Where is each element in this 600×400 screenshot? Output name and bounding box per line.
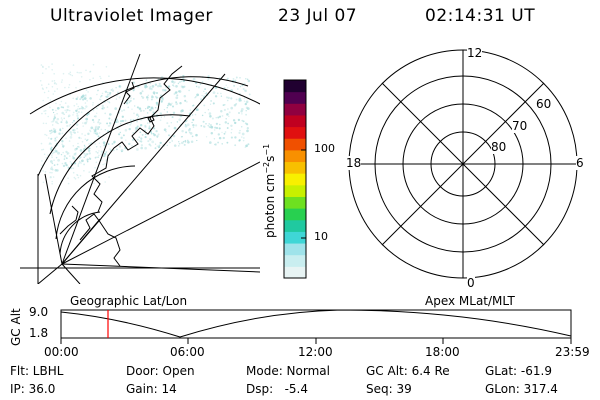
colorbar-unit: photon cm−2s−1	[262, 144, 277, 238]
colorbar-segment	[284, 173, 306, 186]
latitude-arc	[37, 76, 249, 177]
colorbar-segment	[284, 114, 306, 128]
longitude-line	[44, 173, 63, 265]
info-mode: Mode: Normal	[246, 364, 330, 378]
polar-plot	[348, 49, 578, 279]
colorbar-tick-low: 10	[314, 230, 328, 243]
timeline-x-tick: 18:00	[425, 345, 460, 359]
colorbar-segment	[284, 196, 306, 209]
coastline	[91, 65, 183, 213]
timeline-right-caption: Apex MLat/MLT	[425, 294, 515, 308]
timeline-axis-label: GC Alt	[9, 308, 23, 346]
longitude-line	[61, 53, 141, 265]
colorbar-segment	[284, 149, 306, 163]
info-seq: Seq: 39	[366, 382, 412, 396]
coastline	[79, 213, 121, 267]
aurora-emission	[39, 63, 251, 185]
polar-axis	[381, 82, 545, 246]
altitude-curve	[60, 309, 572, 338]
colorbar-tick-high: 100	[314, 142, 335, 155]
timeline-frame	[60, 309, 572, 339]
colorbar-segment	[284, 80, 306, 93]
timeline-left-caption: Geographic Lat/Lon	[70, 294, 188, 308]
geographic-map	[20, 53, 260, 284]
colorbar-segment	[284, 243, 306, 256]
colorbar-segment	[284, 254, 306, 267]
ring-label-60: 60	[536, 97, 552, 111]
time-label: 02:14:31 UT	[425, 6, 536, 26]
latitude-arc	[55, 165, 136, 240]
info-dsp: Dsp: -5.4	[246, 382, 309, 396]
latitude-arc	[59, 211, 101, 255]
info-gc-alt: GC Alt: 6.4 Re	[366, 364, 450, 378]
info-gain: Gain: 14	[126, 382, 177, 396]
latitude-arc	[29, 77, 260, 115]
orbit-timeline: GC Alt	[9, 308, 572, 346]
colorbar-segment	[284, 161, 306, 174]
coastline	[147, 115, 155, 123]
ring-label-80: 80	[491, 140, 507, 154]
colorbar-segment	[284, 138, 306, 151]
ring-label-70: 70	[512, 119, 528, 133]
colorbar-segment	[284, 208, 306, 221]
polar-label-right: 6	[576, 156, 584, 170]
timeline-x-tick: 12:00	[298, 345, 333, 359]
timeline-x-tick: 23:59	[555, 345, 590, 359]
info-ip: IP: 36.0	[10, 382, 56, 396]
colorbar: photon cm−2s−1	[262, 79, 307, 279]
coastline	[123, 81, 135, 105]
page-title: Ultraviolet Imager	[50, 6, 213, 26]
longitude-line	[61, 263, 81, 284]
info-glon: GLon: 317.4	[485, 382, 558, 396]
longitude-line	[61, 218, 101, 265]
polar-label-bottom: 0	[467, 276, 475, 290]
timeline-x-tick: 00:00	[44, 345, 79, 359]
colorbar-segment	[284, 103, 306, 116]
colorbar-segment	[284, 266, 306, 279]
longitude-line	[37, 263, 63, 284]
info-glat: GLat: -61.9	[485, 364, 552, 378]
polar-label-top: 12	[467, 46, 483, 60]
info-door: Door: Open	[126, 364, 195, 378]
latitude-arc	[49, 114, 191, 215]
colorbar-segment	[284, 184, 306, 197]
longitude-line	[61, 161, 260, 265]
date-label: 23 Jul 07	[278, 6, 358, 26]
polar-label-left: 18	[346, 156, 362, 170]
colorbar-segment	[284, 91, 306, 104]
colorbar-segment	[284, 126, 306, 139]
coastline	[59, 205, 79, 235]
header: Ultraviolet Imager 23 Jul 07 02:14:31 UT	[0, 6, 600, 30]
timeline-x-tick: 06:00	[170, 345, 205, 359]
colorbar-segment	[284, 219, 306, 232]
info-filter: Flt: LBHL	[10, 364, 64, 378]
colorbar-segment	[284, 231, 306, 244]
timeline-y-bottom: 1.8	[29, 326, 49, 340]
timeline-y-top: 9.0	[29, 305, 49, 319]
